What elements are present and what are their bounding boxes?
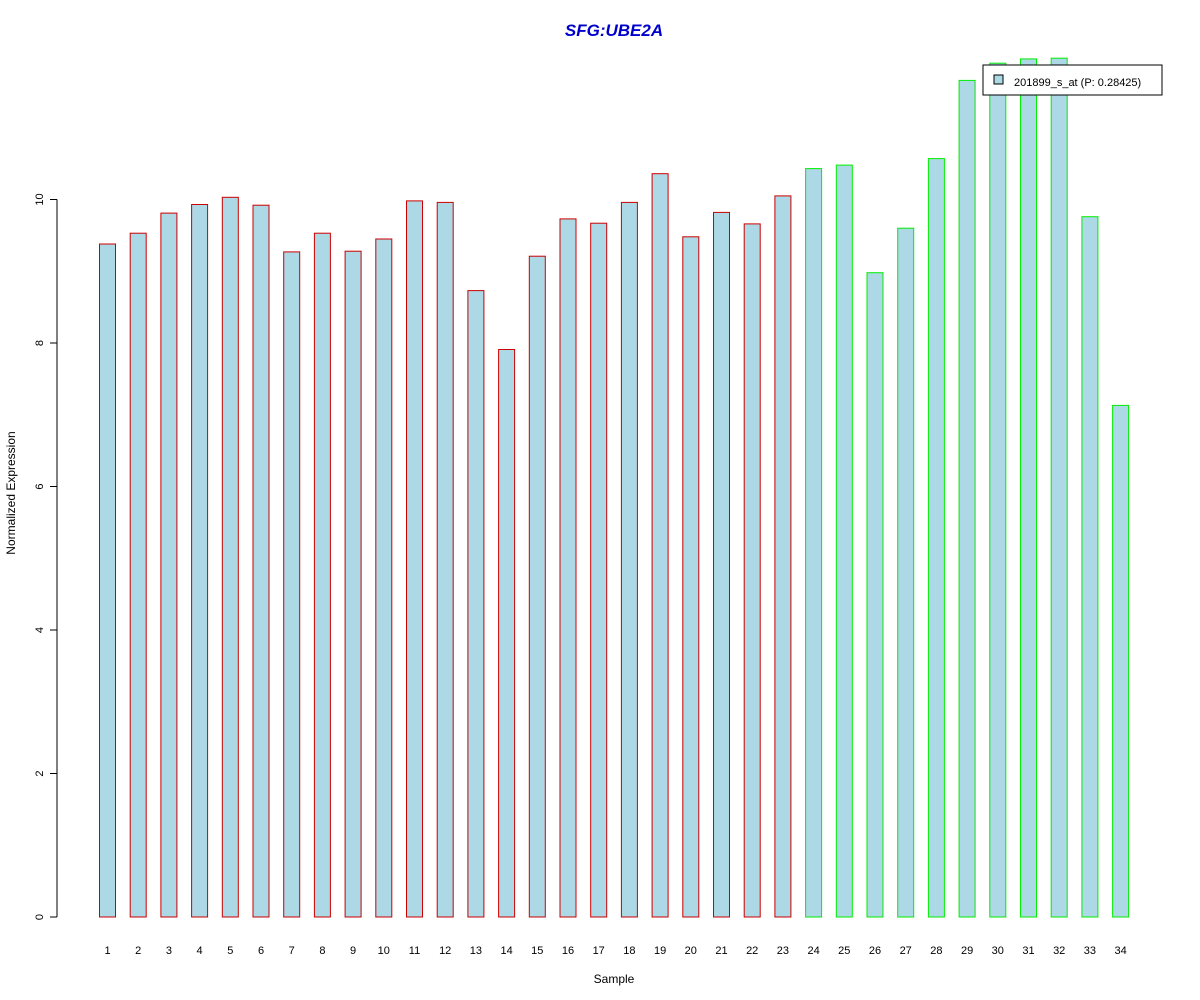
legend-label: 201899_s_at (P: 0.28425): [1014, 77, 1141, 89]
x-tick-label: 32: [1053, 945, 1065, 957]
bar-sample-29: [958, 79, 976, 918]
bar-sample-21: [713, 211, 730, 918]
x-tick-label: 9: [350, 945, 356, 957]
x-tick-label: 29: [961, 945, 973, 957]
bar-sample-14: [498, 349, 516, 918]
bar-sample-10: [375, 238, 393, 918]
bar-sample-15: [528, 255, 546, 918]
x-tick-label: 22: [746, 945, 758, 957]
x-tick-label: 21: [715, 945, 727, 957]
bar-sample-22: [743, 223, 761, 918]
bar-sample-24: [805, 168, 823, 918]
x-tick-label: 20: [685, 945, 697, 957]
bar-sample-16: [559, 218, 577, 918]
x-tick-label: 23: [777, 945, 789, 957]
x-tick-label: 15: [531, 945, 543, 957]
bar-sample-9: [344, 250, 362, 918]
legend: 201899_s_at (P: 0.28425): [982, 64, 1163, 96]
y-tick-label: 0: [34, 914, 46, 920]
bar-sample-8: [313, 232, 331, 918]
chart-title: SFG:UBE2A: [565, 21, 663, 40]
x-tick-label: 33: [1084, 945, 1096, 957]
x-tick-label: 8: [319, 945, 325, 957]
x-tick-label: 19: [654, 945, 666, 957]
x-tick-label: 1: [104, 945, 110, 957]
legend-swatch: [993, 74, 1004, 85]
x-tick-label: 34: [1114, 945, 1126, 957]
bar-sample-23: [774, 195, 792, 918]
x-tick-label: 28: [930, 945, 942, 957]
x-tick-label: 13: [470, 945, 482, 957]
y-tick-label: 4: [34, 627, 46, 633]
x-tick-label: 6: [258, 945, 264, 957]
bar-sample-6: [252, 204, 270, 918]
x-tick-label: 3: [166, 945, 172, 957]
bar-sample-20: [682, 236, 700, 918]
y-axis-label: Normalized Expression: [4, 431, 18, 554]
bar-sample-2: [129, 232, 147, 918]
y-tick-label: 10: [34, 193, 46, 205]
x-tick-label: 11: [409, 945, 420, 957]
x-tick-label: 25: [838, 945, 850, 957]
bars: [99, 57, 1130, 918]
bar-sample-28: [927, 158, 945, 918]
bar-sample-27: [897, 227, 915, 918]
bar-sample-19: [651, 173, 669, 918]
bar-sample-1: [99, 243, 116, 918]
x-tick-label: 12: [439, 945, 451, 957]
bar-sample-12: [436, 201, 454, 918]
bar-sample-33: [1081, 216, 1099, 918]
x-tick-label: 4: [197, 945, 203, 957]
bar-sample-18: [620, 201, 638, 918]
x-tick-label: 24: [807, 945, 819, 957]
x-tick-label: 10: [378, 945, 390, 957]
y-axis: 0 2 4 6 8 10: [34, 193, 58, 920]
bar-sample-32: [1050, 57, 1068, 918]
x-tick-label: 26: [869, 945, 881, 957]
x-tick-label: 5: [227, 945, 233, 957]
y-tick-label: 6: [34, 483, 46, 489]
x-tick-label: 18: [623, 945, 635, 957]
bar-sample-3: [160, 212, 178, 918]
legend-box: [982, 64, 1163, 96]
x-tick-label: 27: [900, 945, 912, 957]
bar-sample-17: [590, 222, 608, 918]
y-tick-label: 8: [34, 340, 46, 346]
x-tick-label: 30: [992, 945, 1004, 957]
bar-sample-31: [1020, 58, 1037, 918]
x-tick-label: 7: [289, 945, 295, 957]
x-tick-label: 16: [562, 945, 574, 957]
bar-sample-25: [835, 164, 853, 918]
bar-sample-7: [283, 251, 301, 918]
x-tick-label: 17: [593, 945, 605, 957]
x-tick-label: 14: [500, 945, 512, 957]
bar-sample-34: [1112, 404, 1130, 918]
bar-sample-26: [866, 272, 884, 918]
x-axis-label: Sample: [594, 972, 635, 986]
x-tick-label: 31: [1022, 945, 1034, 957]
bar-sample-5: [221, 196, 239, 918]
bar-sample-30: [989, 62, 1007, 918]
x-tick-label: 2: [135, 945, 141, 957]
y-tick-label: 2: [34, 770, 46, 776]
bar-sample-4: [191, 204, 209, 918]
bar-sample-13: [467, 290, 485, 918]
bar-sample-11: [406, 200, 423, 918]
x-axis-tick-labels: 1 2 3 4 5 6 7 8 9 10 11 12 13 14 15 16 17 18 19 20 21 22 23 24 2…: [104, 945, 1126, 957]
